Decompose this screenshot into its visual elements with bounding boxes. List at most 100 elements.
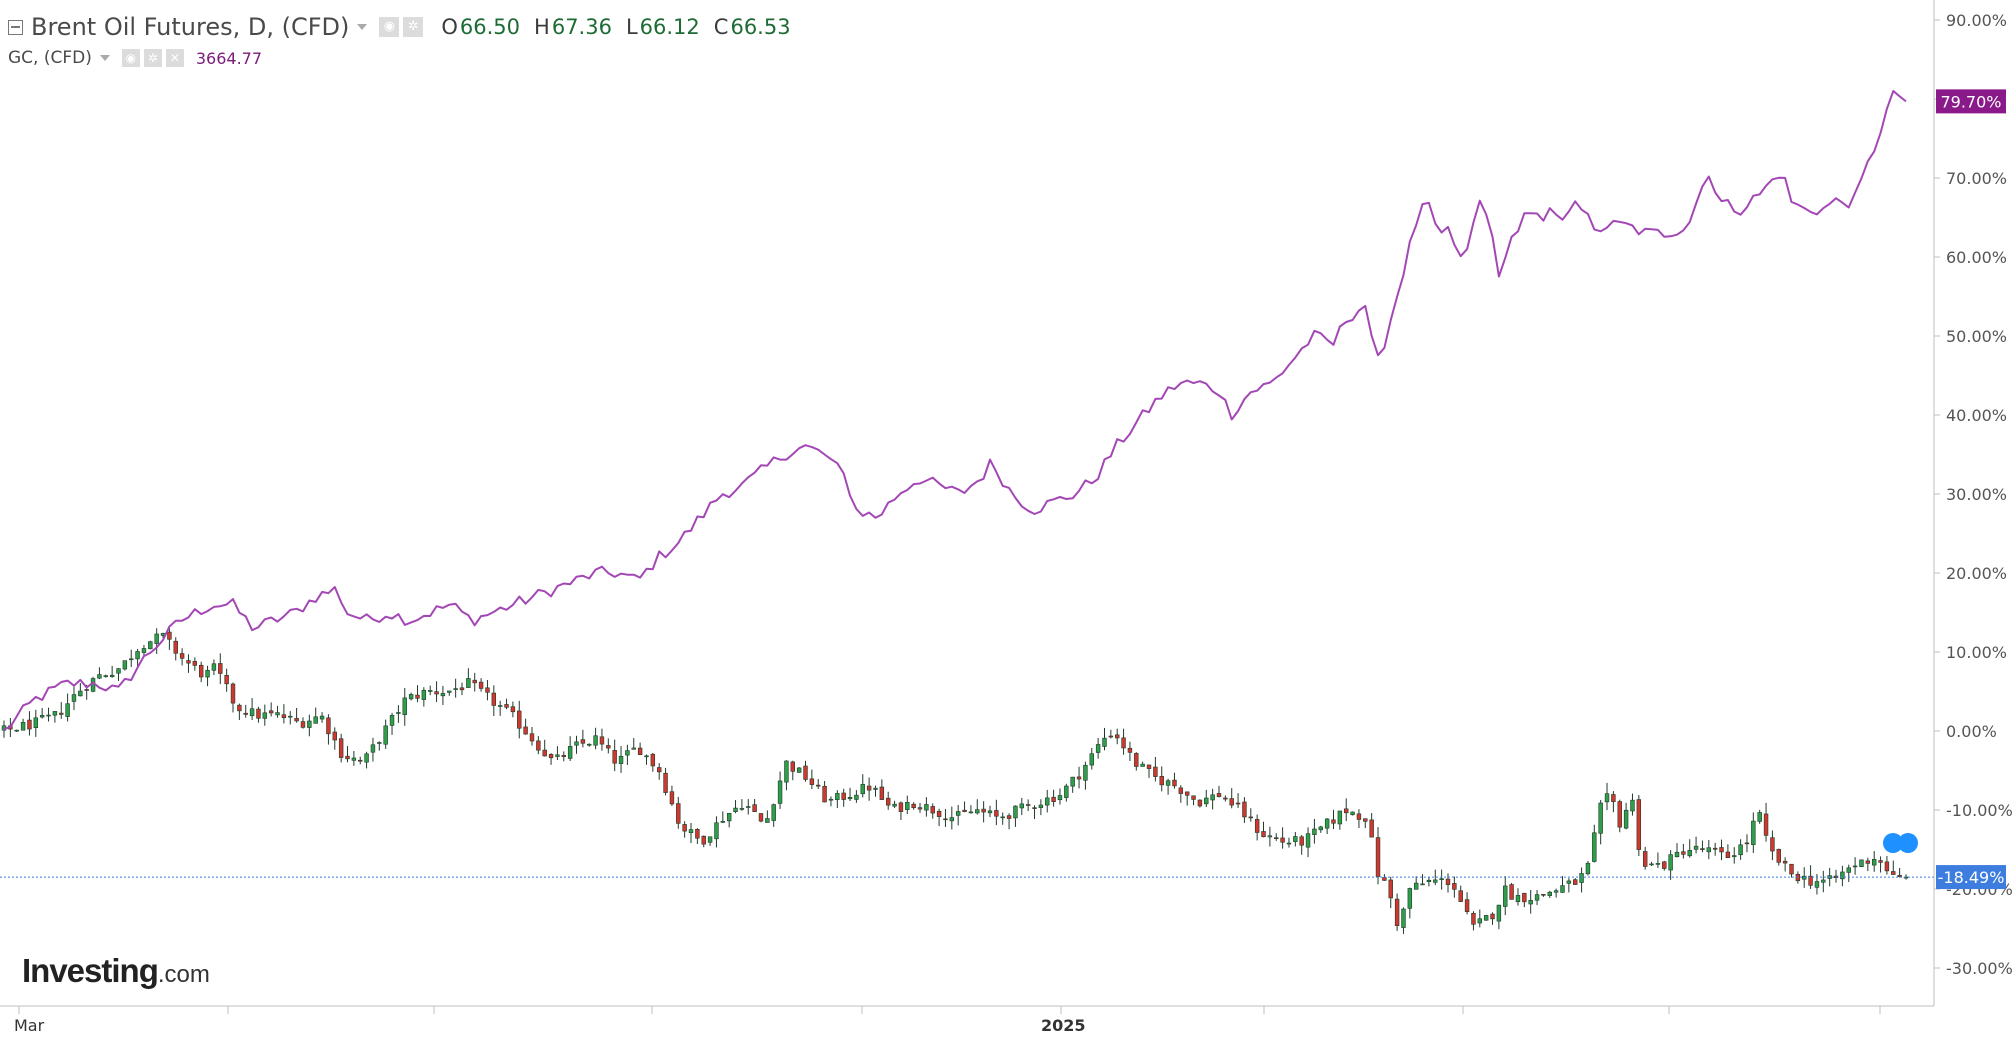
brent-candle	[46, 707, 51, 722]
ohlc-low-value: 66.12	[639, 15, 700, 39]
brent-candle	[408, 692, 414, 701]
brent-candle	[1197, 799, 1203, 808]
brent-candle	[911, 802, 916, 810]
event-marker-icon[interactable]	[1883, 833, 1903, 853]
close-icon[interactable]: ✕	[165, 49, 184, 67]
time-axis[interactable]: Mar 2025	[0, 1005, 1934, 1035]
brent-candle	[148, 640, 153, 650]
brent-candle	[1280, 827, 1285, 849]
brent-candle	[561, 751, 566, 762]
brent-candle	[1655, 852, 1661, 868]
chevron-down-icon[interactable]	[357, 24, 368, 30]
brent-candle	[567, 736, 573, 762]
brent-candle	[1242, 797, 1247, 823]
brent-candle	[1045, 789, 1050, 813]
brent-candle	[1522, 892, 1527, 908]
brent-candle	[1108, 729, 1114, 739]
brent-candle	[1712, 842, 1718, 856]
brent-candle	[1623, 802, 1629, 830]
brent-candle	[173, 637, 178, 661]
brent-candle	[154, 628, 159, 654]
gear-icon[interactable]: ✲	[143, 49, 162, 67]
brent-candle	[1184, 791, 1190, 806]
brent-candle	[1496, 904, 1502, 930]
brent-candle	[1611, 791, 1616, 813]
brent-candle	[854, 790, 859, 803]
brent-candle	[809, 769, 815, 790]
collapse-icon[interactable]	[8, 19, 23, 35]
logo-suffix: .com	[157, 961, 210, 988]
brent-candle	[65, 693, 70, 722]
brent-candle	[955, 804, 961, 826]
gear-icon[interactable]: ✲	[403, 17, 424, 37]
brent-candle	[612, 739, 617, 772]
brent-candle	[1687, 839, 1692, 858]
brent-candle	[816, 779, 821, 789]
brent-candle	[631, 738, 636, 750]
brent-candle	[319, 712, 325, 723]
brent-candle	[637, 742, 643, 756]
brent-candle	[396, 705, 401, 723]
x-tick-label: 2025	[1041, 1016, 1086, 1035]
brent-candle	[1312, 818, 1317, 844]
ohlc-low-key: L	[625, 15, 638, 39]
brent-candle	[1649, 861, 1654, 866]
brent-candle	[97, 667, 102, 680]
brent-candle	[1350, 811, 1355, 816]
brent-candle	[326, 714, 331, 745]
brent-candle	[1751, 812, 1756, 853]
compare-series-title[interactable]: GC, (CFD)	[8, 48, 92, 68]
brent-candle	[466, 668, 471, 688]
brent-candle	[994, 799, 999, 826]
brent-candle	[714, 816, 719, 848]
main-series-title[interactable]: Brent Oil Futures, D, (CFD)	[31, 13, 350, 41]
brent-candle	[1267, 826, 1273, 847]
brent-candle	[860, 774, 865, 798]
brent-candle	[179, 648, 185, 666]
brent-candle	[1407, 887, 1413, 919]
brent-candle	[192, 657, 198, 671]
brent-candle	[300, 717, 306, 729]
brent-candle	[1159, 766, 1164, 792]
event-marker-icon[interactable]	[1898, 833, 1918, 853]
brent-candle	[478, 678, 484, 692]
brent-candle	[218, 653, 223, 685]
brent-candle	[885, 791, 891, 810]
chevron-down-icon[interactable]	[99, 55, 110, 61]
brent-candle	[1235, 793, 1241, 808]
brent-candle	[1433, 869, 1438, 886]
brent-candle	[1452, 876, 1457, 898]
eye-icon[interactable]: ◉	[379, 17, 400, 37]
brent-candle	[1662, 860, 1667, 871]
eye-icon[interactable]: ◉	[121, 49, 140, 67]
brent-candle	[1477, 909, 1483, 928]
brent-candle	[548, 753, 554, 765]
brent-candle	[924, 797, 929, 817]
brent-candle	[1782, 857, 1788, 872]
brent-candle	[1178, 785, 1184, 803]
price-axis[interactable]: 90.00%80.00%70.00%60.00%50.00%40.00%30.0…	[1933, 0, 2013, 1006]
brent-candle	[256, 706, 261, 723]
brent-candle	[122, 660, 128, 671]
brent-candle	[402, 688, 407, 726]
brent-candle	[790, 760, 795, 781]
brent-candle	[1210, 788, 1215, 810]
brent-candle	[917, 803, 923, 813]
brent-candle	[841, 788, 846, 807]
brent-candle	[930, 803, 935, 819]
brent-candle	[1064, 783, 1069, 802]
brent-candle	[1541, 893, 1546, 897]
brent-candle	[1471, 911, 1476, 931]
brent-candle	[1388, 876, 1393, 909]
y-tick-label: 30.00%	[1946, 485, 2007, 504]
brent-candle	[1038, 799, 1044, 816]
brent-candle	[962, 801, 967, 813]
brent-candle	[237, 703, 242, 721]
brent-candle	[1719, 839, 1724, 861]
brent-candle	[1070, 776, 1075, 793]
y-tick-label: 0.00%	[1946, 722, 1997, 741]
brent-candle	[472, 672, 477, 692]
event-markers[interactable]	[1883, 833, 1918, 853]
brent-candle	[1700, 840, 1705, 853]
